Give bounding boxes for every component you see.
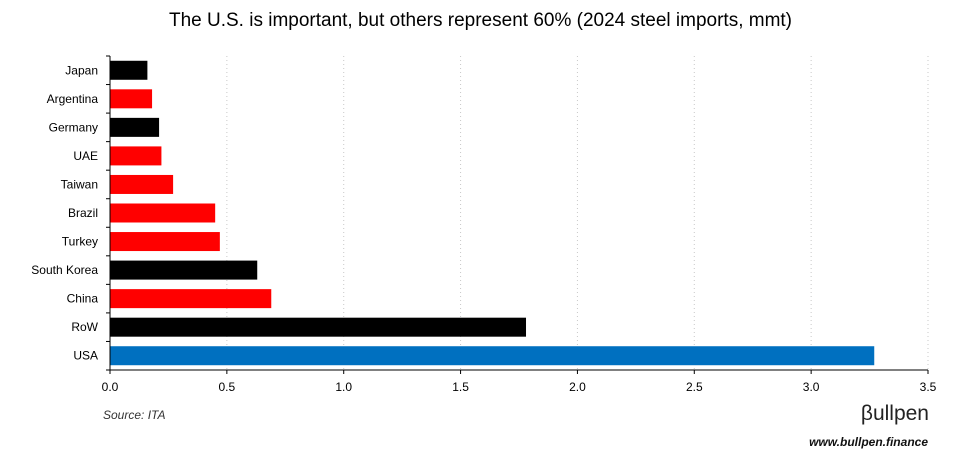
y-tick-label: Germany: [49, 120, 98, 134]
bar-turkey: [110, 232, 220, 252]
bar-taiwan: [110, 174, 174, 194]
x-tick-label: 3.5: [920, 380, 937, 394]
bar-row: [110, 317, 527, 337]
bars: [110, 60, 875, 366]
brand-logo: βullpen: [860, 402, 929, 425]
bar-uae: [110, 146, 162, 166]
x-tick-labels: 0.0 0.5 1.0 1.5 2.0 2.5 3.0 3.5: [102, 380, 937, 394]
bar-china: [110, 289, 272, 309]
y-tick-label: South Korea: [31, 263, 98, 277]
y-tick-label: Turkey: [62, 235, 98, 249]
website-url: www.bullpen.finance: [809, 435, 928, 449]
grid-lines: [226, 56, 929, 370]
x-tick-label: 1.0: [335, 380, 352, 394]
y-tick-label: Japan: [65, 63, 98, 77]
axes: [106, 55, 929, 374]
bar-brazil: [110, 203, 216, 223]
y-tick-label: Taiwan: [61, 177, 98, 191]
y-tick-label: RoW: [71, 320, 98, 334]
x-tick-label: 0.5: [219, 380, 236, 394]
x-tick-label: 3.0: [803, 380, 820, 394]
y-tick-label: China: [67, 292, 99, 306]
x-tick-label: 2.0: [569, 380, 586, 394]
x-tick-label: 0.0: [102, 380, 119, 394]
bar-germany: [110, 117, 160, 137]
chart-title: The U.S. is important, but others repres…: [168, 10, 793, 31]
x-tick-label: 1.5: [452, 380, 469, 394]
bar-japan: [110, 60, 148, 80]
bar-usa: [110, 346, 875, 366]
bar-argentina: [110, 89, 153, 109]
x-tick-label: 2.5: [686, 380, 703, 394]
y-tick-label: Argentina: [47, 92, 99, 106]
y-tick-label: UAE: [73, 149, 98, 163]
y-tick-label: USA: [73, 349, 98, 363]
y-tick-label: Brazil: [68, 206, 98, 220]
y-tick-labels: Japan Argentina Germany UAE Taiwan Brazil Turk…: [31, 63, 98, 362]
source-note: Source: ITA: [103, 408, 166, 422]
bar-south-korea: [110, 260, 258, 280]
